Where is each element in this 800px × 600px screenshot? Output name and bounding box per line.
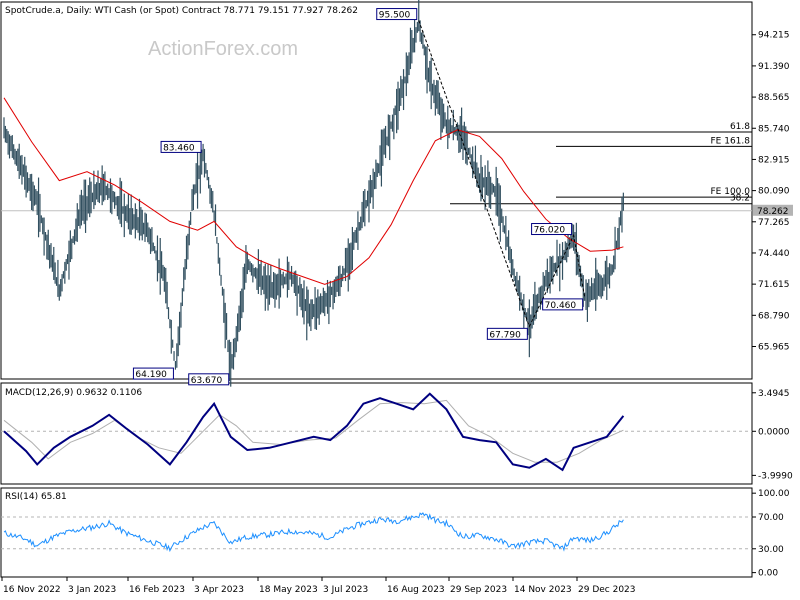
rsi-tick-label: 100.00: [758, 489, 790, 499]
price-tick-label: 85.740: [758, 124, 790, 134]
annotation-label: 63.670: [191, 376, 223, 386]
macd-header: MACD(12,26,9) 0.9632 0.1106: [5, 388, 142, 398]
last-price-label: 78.262: [757, 207, 789, 217]
wave-line: [418, 20, 586, 328]
price-y-axis: 94.215 91.390 88.565 85.740 82.915 80.090 77.2…: [752, 31, 793, 352]
rsi-tick-label: 30.00: [758, 545, 784, 555]
price-tick-label: 65.965: [758, 342, 790, 352]
macd-indicator: 3.4945 0.0000 -3.9990: [1, 389, 793, 481]
x-tick-label: 16 Nov 2022: [3, 585, 61, 595]
x-tick-label: 16 Feb 2023: [129, 585, 185, 595]
fib-label: 61.8: [730, 122, 750, 132]
annotation-label: 83.460: [163, 143, 195, 153]
wave-lines: [418, 20, 586, 328]
x-tick-label: 16 Aug 2023: [387, 585, 445, 595]
price-tick-label: 71.615: [758, 280, 790, 290]
macd-signal-line: [3, 399, 624, 463]
macd-line: [3, 392, 625, 472]
last-price-box: [753, 204, 793, 216]
macd-tick-label: 0.0000: [758, 427, 790, 437]
price-tick-label: 74.440: [758, 249, 790, 259]
x-tick-label: 3 Jan 2023: [68, 585, 116, 595]
moving-average: [3, 97, 624, 285]
fib-label: FE 161.8: [711, 136, 751, 146]
price-tick-label: 68.790: [758, 311, 790, 321]
annotation-box: [486, 327, 528, 340]
price-tick-label: 94.215: [758, 31, 790, 41]
rsi-tick-label: 0.00: [758, 569, 778, 579]
macd-tick-label: 3.4945: [758, 389, 790, 399]
price-tick-label: 77.265: [758, 218, 790, 228]
macd-panel-frame: [0, 382, 753, 485]
moving-average-line: [3, 97, 624, 285]
annotation-box: [132, 367, 174, 380]
fib-label: 38.2: [730, 194, 750, 204]
price-tick-label: 88.565: [758, 93, 790, 103]
rsi-line: [3, 512, 624, 553]
rsi-indicator: 100.00 70.00 30.00 0.00: [1, 489, 790, 579]
annotation-box: [376, 8, 418, 21]
rsi-header: RSI(14) 65.81: [5, 492, 67, 502]
annotation-label: 76.020: [534, 226, 566, 236]
price-tick-label: 91.390: [758, 62, 790, 72]
annotation-label: 70.460: [545, 301, 577, 311]
x-tick-label: 18 May 2023: [259, 585, 318, 595]
annotation-box: [531, 223, 573, 236]
x-tick-label: 3 Apr 2023: [194, 585, 244, 595]
x-tick-label: 29 Dec 2023: [578, 585, 636, 595]
annotation-label: 64.190: [135, 370, 167, 380]
annotation-box: [542, 298, 584, 311]
x-tick-label: 3 Jul 2023: [323, 585, 368, 595]
price-header: SpotCrude.a, Daily: WTI Cash (or Spot) C…: [5, 6, 358, 16]
price-panel-frame: [0, 1, 753, 380]
annotation-label: 67.790: [489, 330, 521, 340]
price-tick-label: 82.915: [758, 155, 790, 165]
x-tick-label: 14 Nov 2023: [514, 585, 572, 595]
rsi-panel-frame: [0, 487, 753, 578]
fib-label: FE 100.0: [711, 187, 751, 197]
price-tick-label: 80.090: [758, 187, 790, 197]
rsi-tick-label: 70.00: [758, 513, 784, 523]
x-tick-label: 29 Sep 2023: [450, 585, 507, 595]
price-annotations: 95.500 83.460 64.190 63.670 76.020 70.460 67.7…: [132, 8, 584, 386]
annotation-label: 95.500: [379, 11, 411, 21]
annotation-box: [160, 140, 202, 153]
watermark: ActionForex.com: [148, 38, 298, 60]
macd-tick-label: -3.9990: [758, 471, 793, 481]
annotation-box: [188, 373, 230, 386]
time-x-axis: 16 Nov 2022 3 Jan 2023 16 Feb 2023 3 Apr 20…: [1, 577, 636, 595]
